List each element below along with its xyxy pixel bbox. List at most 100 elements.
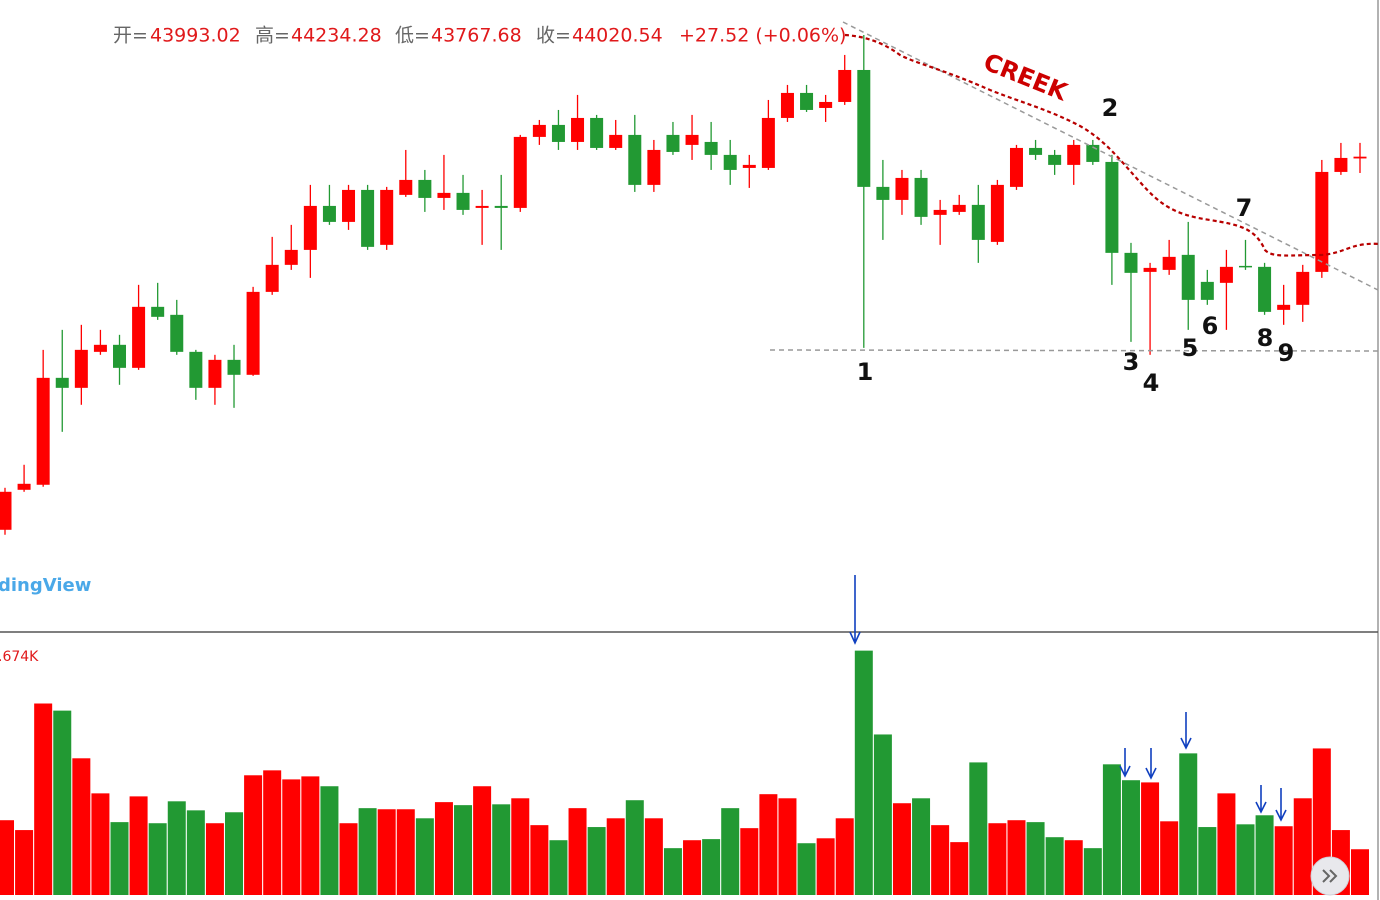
candle-body <box>1334 157 1348 172</box>
open-value: 43993.02 <box>150 25 241 47</box>
candle-body <box>761 117 775 168</box>
volume-bar <box>549 840 568 895</box>
candle-body <box>227 359 241 375</box>
volume-bar <box>1121 780 1140 895</box>
candle-body <box>74 349 88 388</box>
low-label: 低= <box>395 25 430 47</box>
volume-bar <box>34 703 53 895</box>
volume-bar <box>568 808 587 895</box>
volume-bar <box>1351 849 1369 895</box>
volume-bar <box>530 825 549 895</box>
candle-body <box>170 314 184 352</box>
point-label: 3 <box>1123 348 1140 376</box>
volume-bar <box>511 798 530 895</box>
candle-body <box>590 117 604 148</box>
close-label: 收= <box>536 25 571 47</box>
candle-body <box>990 184 1004 242</box>
candle-body <box>151 306 165 317</box>
candle-body <box>704 141 718 155</box>
candle-body <box>1219 266 1233 283</box>
volume-bar <box>167 801 186 895</box>
volume-bar <box>282 779 301 895</box>
volume-bar <box>320 786 339 895</box>
candle-body <box>1162 256 1176 270</box>
candle-body <box>513 136 527 208</box>
candle-body <box>647 149 661 185</box>
point-label: 7 <box>1236 194 1253 222</box>
candle-body <box>857 69 871 187</box>
volume-bar <box>415 818 434 895</box>
volume-bar <box>1064 840 1083 895</box>
candle-body <box>895 177 909 200</box>
volume-bar <box>950 842 969 895</box>
candle-body <box>628 134 642 185</box>
volume-bar <box>205 823 224 895</box>
volume-bar <box>969 762 988 895</box>
candle-body <box>1353 156 1367 159</box>
volume-bar <box>148 823 167 895</box>
point-label: 5 <box>1182 334 1199 362</box>
candle-body <box>1315 171 1329 272</box>
candle-body <box>342 189 356 222</box>
candle-body <box>17 483 31 490</box>
volume-bar <box>1007 820 1026 895</box>
candle-body <box>380 189 394 245</box>
volume-bar <box>587 827 606 895</box>
volume-bar <box>1141 782 1160 895</box>
close-value: 44020.54 <box>572 25 663 47</box>
volume-bar <box>778 798 797 895</box>
volume-bar <box>1293 798 1312 895</box>
volume-bar <box>396 809 415 895</box>
volume-bar <box>644 818 663 895</box>
candle-body <box>132 306 146 368</box>
volume-bar <box>721 808 740 895</box>
candle-body <box>1238 265 1252 268</box>
candle-body <box>93 344 107 352</box>
volume-bar <box>1198 827 1217 895</box>
volume-bar <box>1274 826 1293 895</box>
candle-body <box>0 491 12 530</box>
volume-bar <box>339 823 358 895</box>
volume-bar <box>854 650 873 895</box>
volume-bar <box>835 818 854 895</box>
candle-body <box>303 205 317 250</box>
candle-body <box>723 154 737 170</box>
volume-bar <box>358 808 377 895</box>
candle-body <box>838 69 852 102</box>
candle-body <box>780 92 794 118</box>
volume-bar <box>1045 837 1064 895</box>
volume-bar <box>740 828 759 895</box>
volume-bar <box>91 793 110 895</box>
candle-body <box>742 164 756 168</box>
volume-bar <box>625 800 644 895</box>
creek-label: CREEK <box>980 48 1073 107</box>
arrows <box>849 575 1287 822</box>
volume-bar <box>53 710 72 895</box>
candle-body <box>456 192 470 210</box>
volume-bar <box>301 776 320 895</box>
volume-bar <box>1179 753 1198 895</box>
candle-body <box>284 249 298 265</box>
candle-body <box>1067 144 1081 165</box>
volume-bar <box>225 812 244 895</box>
scroll-icon[interactable] <box>1322 869 1338 883</box>
change-value: +27.52 (+0.06%) <box>679 25 846 47</box>
scroll-button[interactable] <box>1310 856 1350 896</box>
candle-body <box>971 204 985 240</box>
volume-bar <box>1102 764 1121 895</box>
volume-bar <box>873 734 892 895</box>
candle-body <box>418 179 432 198</box>
volume-bar <box>663 848 682 895</box>
candle-body <box>494 205 508 208</box>
volume-bar <box>912 798 931 895</box>
low-value: 43767.68 <box>431 25 522 47</box>
candle-body <box>532 124 546 137</box>
candle-body <box>322 205 336 222</box>
volume-bar <box>110 822 129 895</box>
candle-body <box>551 124 565 142</box>
volume-bar <box>1160 821 1179 895</box>
candle-body <box>571 117 585 142</box>
volume-bar <box>492 804 511 895</box>
candle-body <box>189 351 203 388</box>
